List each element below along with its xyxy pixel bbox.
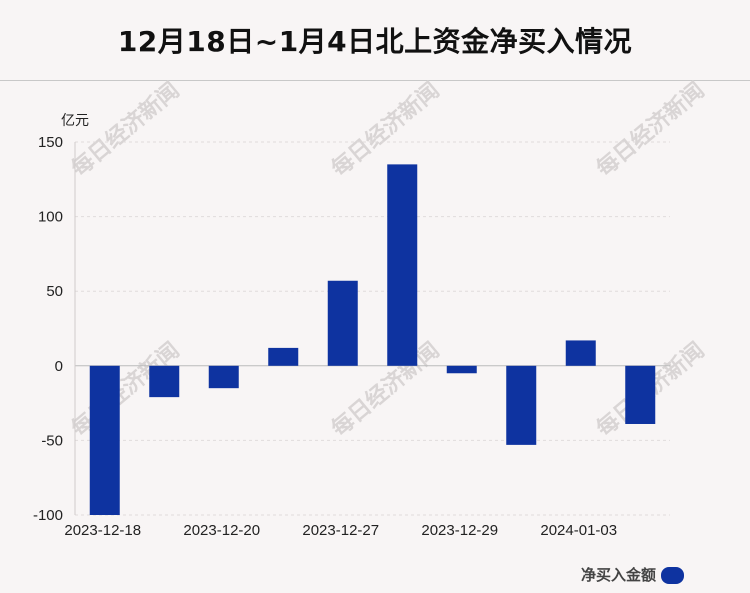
x-tick-label: 2023-12-18 [64,522,141,539]
y-tick-label: 150 [38,134,63,151]
bars [89,164,656,515]
title-bar: 12月18日~1月4日北上资金净买入情况 [0,0,750,81]
y-tick-label: -100 [33,507,63,524]
x-tick-label: 2023-12-29 [421,522,498,539]
watermark-text: 每日经济新闻 [327,77,445,182]
bar [149,365,180,398]
x-tick-label: 2024-01-03 [540,522,617,539]
bar [506,365,537,445]
x-tick-labels: 2023-12-18 2023-12-20 2023-12-27 2023-12-29… [64,522,617,539]
bar [268,347,299,366]
bar [446,365,477,374]
y-tick-label: -50 [41,432,63,449]
legend-label: 净买入金额 [581,566,656,584]
watermark-text: 每日经济新闻 [592,77,710,182]
y-tick-label: 100 [38,209,63,226]
legend-swatch [661,567,684,584]
bar [89,365,120,515]
y-tick-labels: 150 100 50 0 -50 -100 [33,134,63,524]
bar [387,164,418,366]
bar [208,365,239,389]
grid-lines [75,141,670,516]
bar [327,280,358,366]
y-tick-label: 50 [46,283,63,300]
bar [565,340,596,366]
x-tick-label: 2023-12-27 [302,522,379,539]
y-tick-label: 0 [55,358,63,375]
bar [625,365,656,424]
watermark-text: 每日经济新闻 [67,77,185,182]
legend: 净买入金额 [581,566,684,584]
chart-title: 12月18日~1月4日北上资金净买入情况 [117,25,633,58]
y-axis-unit: 亿元 [61,113,89,129]
x-tick-label: 2023-12-20 [183,522,260,539]
